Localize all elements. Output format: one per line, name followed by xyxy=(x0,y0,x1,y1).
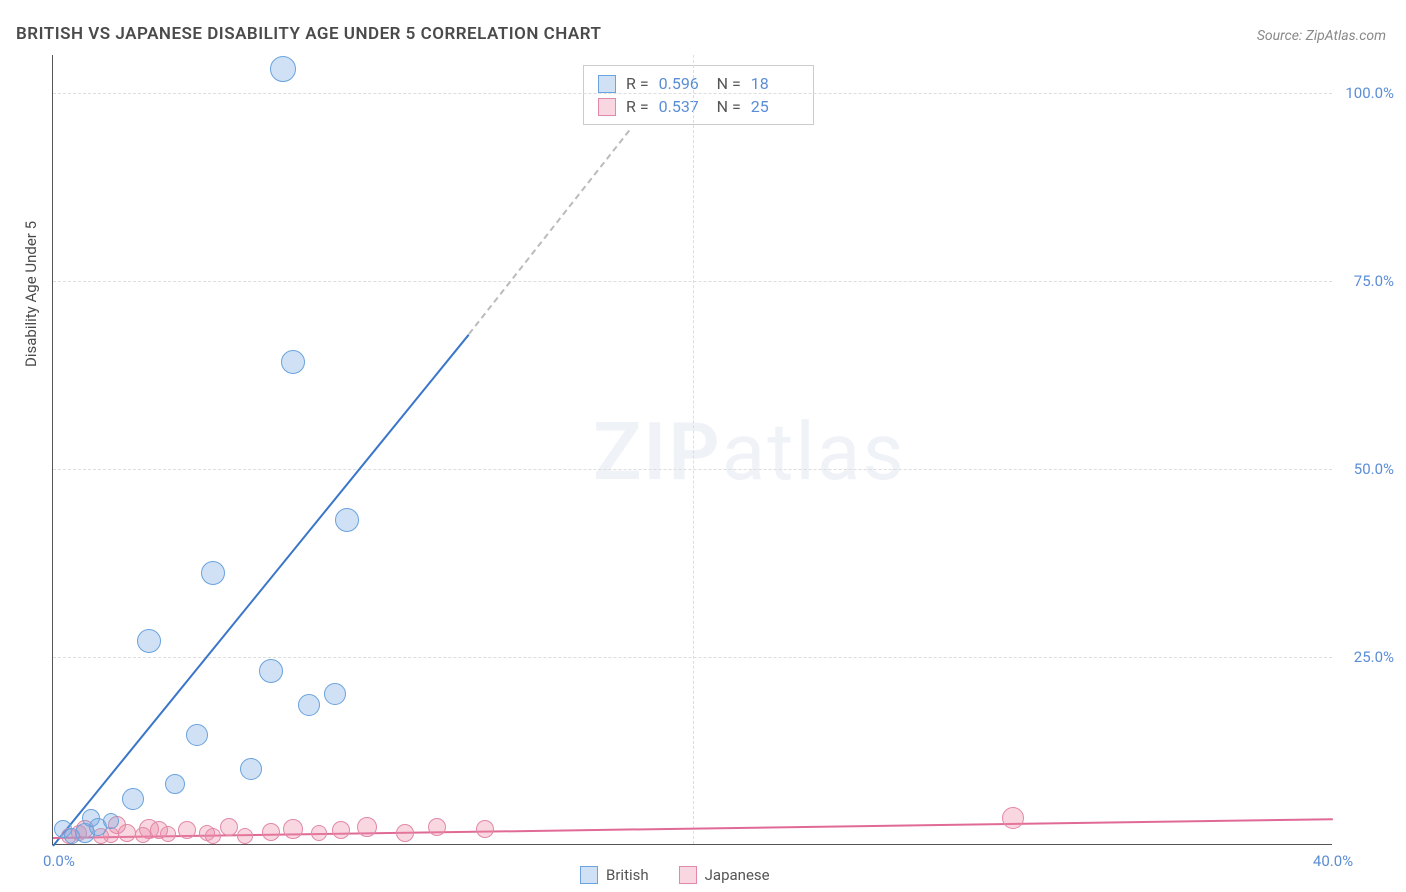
watermark: ZIPatlas xyxy=(593,405,906,499)
scatter-point-british[interactable] xyxy=(298,694,320,716)
scatter-point-british[interactable] xyxy=(103,813,119,829)
y-tick-label: 50.0% xyxy=(1354,460,1394,478)
stats-r-label: R = xyxy=(626,97,649,116)
stats-n-british: 18 xyxy=(751,74,799,93)
legend-label: British xyxy=(606,866,649,884)
scatter-point-japanese[interactable] xyxy=(283,819,303,839)
scatter-point-japanese[interactable] xyxy=(357,817,377,837)
scatter-point-japanese[interactable] xyxy=(262,823,280,841)
stats-n-label: N = xyxy=(717,97,741,116)
scatter-point-british[interactable] xyxy=(259,659,283,683)
scatter-point-japanese[interactable] xyxy=(178,821,196,839)
y-tick-label: 25.0% xyxy=(1354,648,1394,666)
swatch-british xyxy=(580,866,598,884)
source-attribution: Source: ZipAtlas.com xyxy=(1257,28,1386,44)
plot-area: ZIPatlas R = 0.596 N = 18 R = 0.537 N = … xyxy=(52,55,1332,845)
scatter-point-british[interactable] xyxy=(281,350,305,374)
scatter-point-british[interactable] xyxy=(270,56,296,82)
legend-item-japanese[interactable]: Japanese xyxy=(679,866,770,884)
scatter-point-british[interactable] xyxy=(165,774,185,794)
stats-row-japanese: R = 0.537 N = 25 xyxy=(598,95,799,118)
scatter-point-japanese[interactable] xyxy=(311,825,327,841)
legend-label: Japanese xyxy=(705,866,770,884)
stats-r-label: R = xyxy=(626,74,649,93)
swatch-japanese xyxy=(598,98,616,116)
scatter-point-japanese[interactable] xyxy=(332,821,350,839)
scatter-point-british[interactable] xyxy=(335,508,359,532)
scatter-point-japanese[interactable] xyxy=(237,828,253,844)
scatter-point-japanese[interactable] xyxy=(396,824,414,842)
y-axis-title: Disability Age Under 5 xyxy=(22,221,40,367)
x-tick-label: 40.0% xyxy=(1313,852,1353,870)
correlation-stats-box: R = 0.596 N = 18 R = 0.537 N = 25 xyxy=(583,65,814,125)
swatch-japanese xyxy=(679,866,697,884)
stats-r-british: 0.596 xyxy=(659,74,707,93)
y-tick-label: 75.0% xyxy=(1354,272,1394,290)
scatter-point-japanese[interactable] xyxy=(1002,807,1024,829)
scatter-point-japanese[interactable] xyxy=(428,818,446,836)
scatter-point-japanese[interactable] xyxy=(220,818,238,836)
scatter-point-british[interactable] xyxy=(122,788,144,810)
stats-n-japanese: 25 xyxy=(751,97,799,116)
scatter-point-japanese[interactable] xyxy=(150,821,168,839)
scatter-point-japanese[interactable] xyxy=(205,828,221,844)
x-tick-origin: 0.0% xyxy=(43,852,75,870)
scatter-point-japanese[interactable] xyxy=(135,827,151,843)
y-tick-label: 100.0% xyxy=(1345,84,1394,102)
legend: British Japanese xyxy=(580,866,770,884)
scatter-point-british[interactable] xyxy=(324,683,346,705)
scatter-point-british[interactable] xyxy=(201,561,225,585)
scatter-point-british[interactable] xyxy=(240,758,262,780)
scatter-point-british[interactable] xyxy=(82,809,100,827)
trend-line xyxy=(468,131,630,335)
gridline-v xyxy=(693,55,694,844)
scatter-point-british[interactable] xyxy=(137,629,161,653)
stats-row-british: R = 0.596 N = 18 xyxy=(598,72,799,95)
stats-n-label: N = xyxy=(717,74,741,93)
stats-r-japanese: 0.537 xyxy=(659,97,707,116)
swatch-british xyxy=(598,75,616,93)
scatter-point-british[interactable] xyxy=(186,724,208,746)
chart-title: BRITISH VS JAPANESE DISABILITY AGE UNDER… xyxy=(16,24,601,44)
scatter-point-japanese[interactable] xyxy=(476,820,494,838)
legend-item-british[interactable]: British xyxy=(580,866,649,884)
